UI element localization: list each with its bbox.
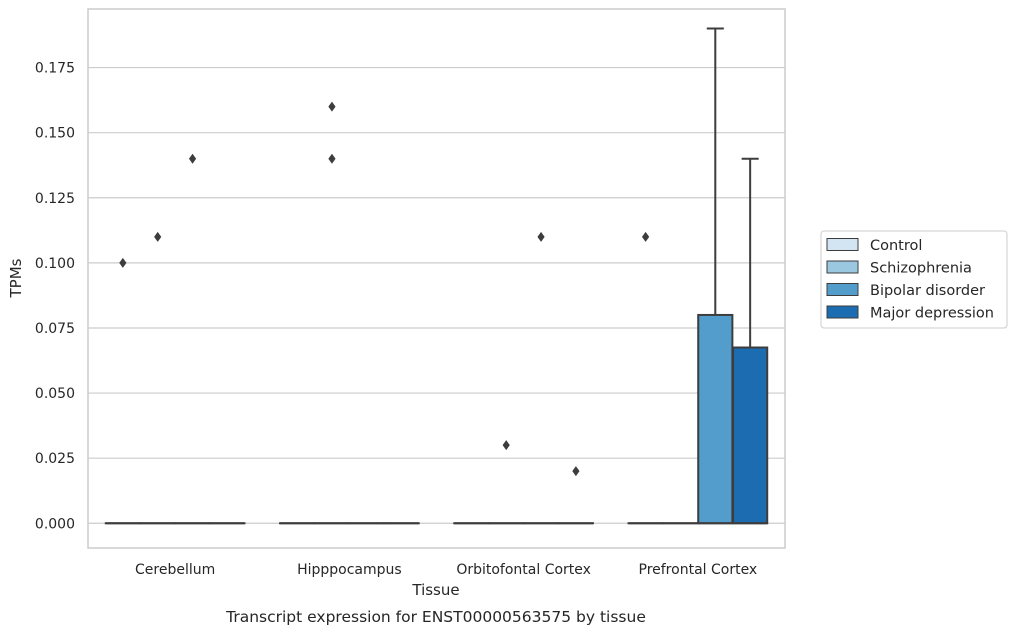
chart-caption: Transcript expression for ENST0000056357…: [225, 608, 646, 626]
outliers: [119, 101, 650, 477]
legend-frame: [820, 230, 1008, 329]
legend-label: Bipolar disorder: [870, 283, 985, 299]
y-tick-labels: 0.000 0.025 0.050 0.075 0.100 0.125 0.150 0.175: [35, 61, 75, 533]
y-tick-label: 0.150: [35, 126, 75, 142]
legend-label: Major depression: [870, 306, 994, 322]
x-tick-label: Hipppocampus: [297, 562, 402, 578]
y-tick-label: 0.075: [35, 321, 75, 337]
outlier-point: [642, 231, 650, 242]
y-axis-label: TPMs: [7, 258, 25, 298]
outlier-point: [119, 257, 127, 268]
legend-swatch: [826, 305, 859, 319]
outlier-point: [328, 101, 336, 112]
outlier-point: [572, 466, 580, 477]
legend: Control Schizophrenia Bipolar disorder Majo…: [820, 230, 1008, 329]
box: [732, 346, 769, 525]
y-tick-label: 0.175: [35, 61, 75, 77]
boxes: [104, 27, 769, 525]
legend-swatch: [826, 238, 859, 251]
outlier-point: [188, 153, 197, 164]
legend-label: Schizophrenia: [870, 261, 972, 277]
plot-frame: [87, 8, 786, 549]
grid-lines: [88, 66, 785, 524]
y-tick-label: 0.050: [35, 386, 75, 402]
x-tick-labels: Cerebellum Hipppocampus Orbitofontal Corte…: [135, 562, 757, 578]
y-tick-label: 0.100: [35, 256, 75, 272]
legend-label: Control: [870, 238, 922, 254]
x-axis-label: Tissue: [411, 581, 459, 599]
y-tick-label: 0.000: [35, 516, 75, 532]
outlier-point: [154, 231, 162, 242]
legend-swatch: [826, 283, 859, 296]
x-tick-label: Prefrontal Cortex: [639, 562, 758, 578]
x-tick-label: Cerebellum: [135, 562, 215, 578]
outlier-point: [537, 231, 545, 242]
legend-swatch: [826, 260, 859, 274]
y-tick-label: 0.025: [35, 451, 75, 467]
outlier-point: [328, 153, 336, 164]
y-tick-label: 0.125: [35, 191, 75, 207]
box: [697, 313, 734, 525]
x-tick-label: Orbitofontal Cortex: [456, 562, 591, 578]
outlier-point: [502, 440, 510, 451]
